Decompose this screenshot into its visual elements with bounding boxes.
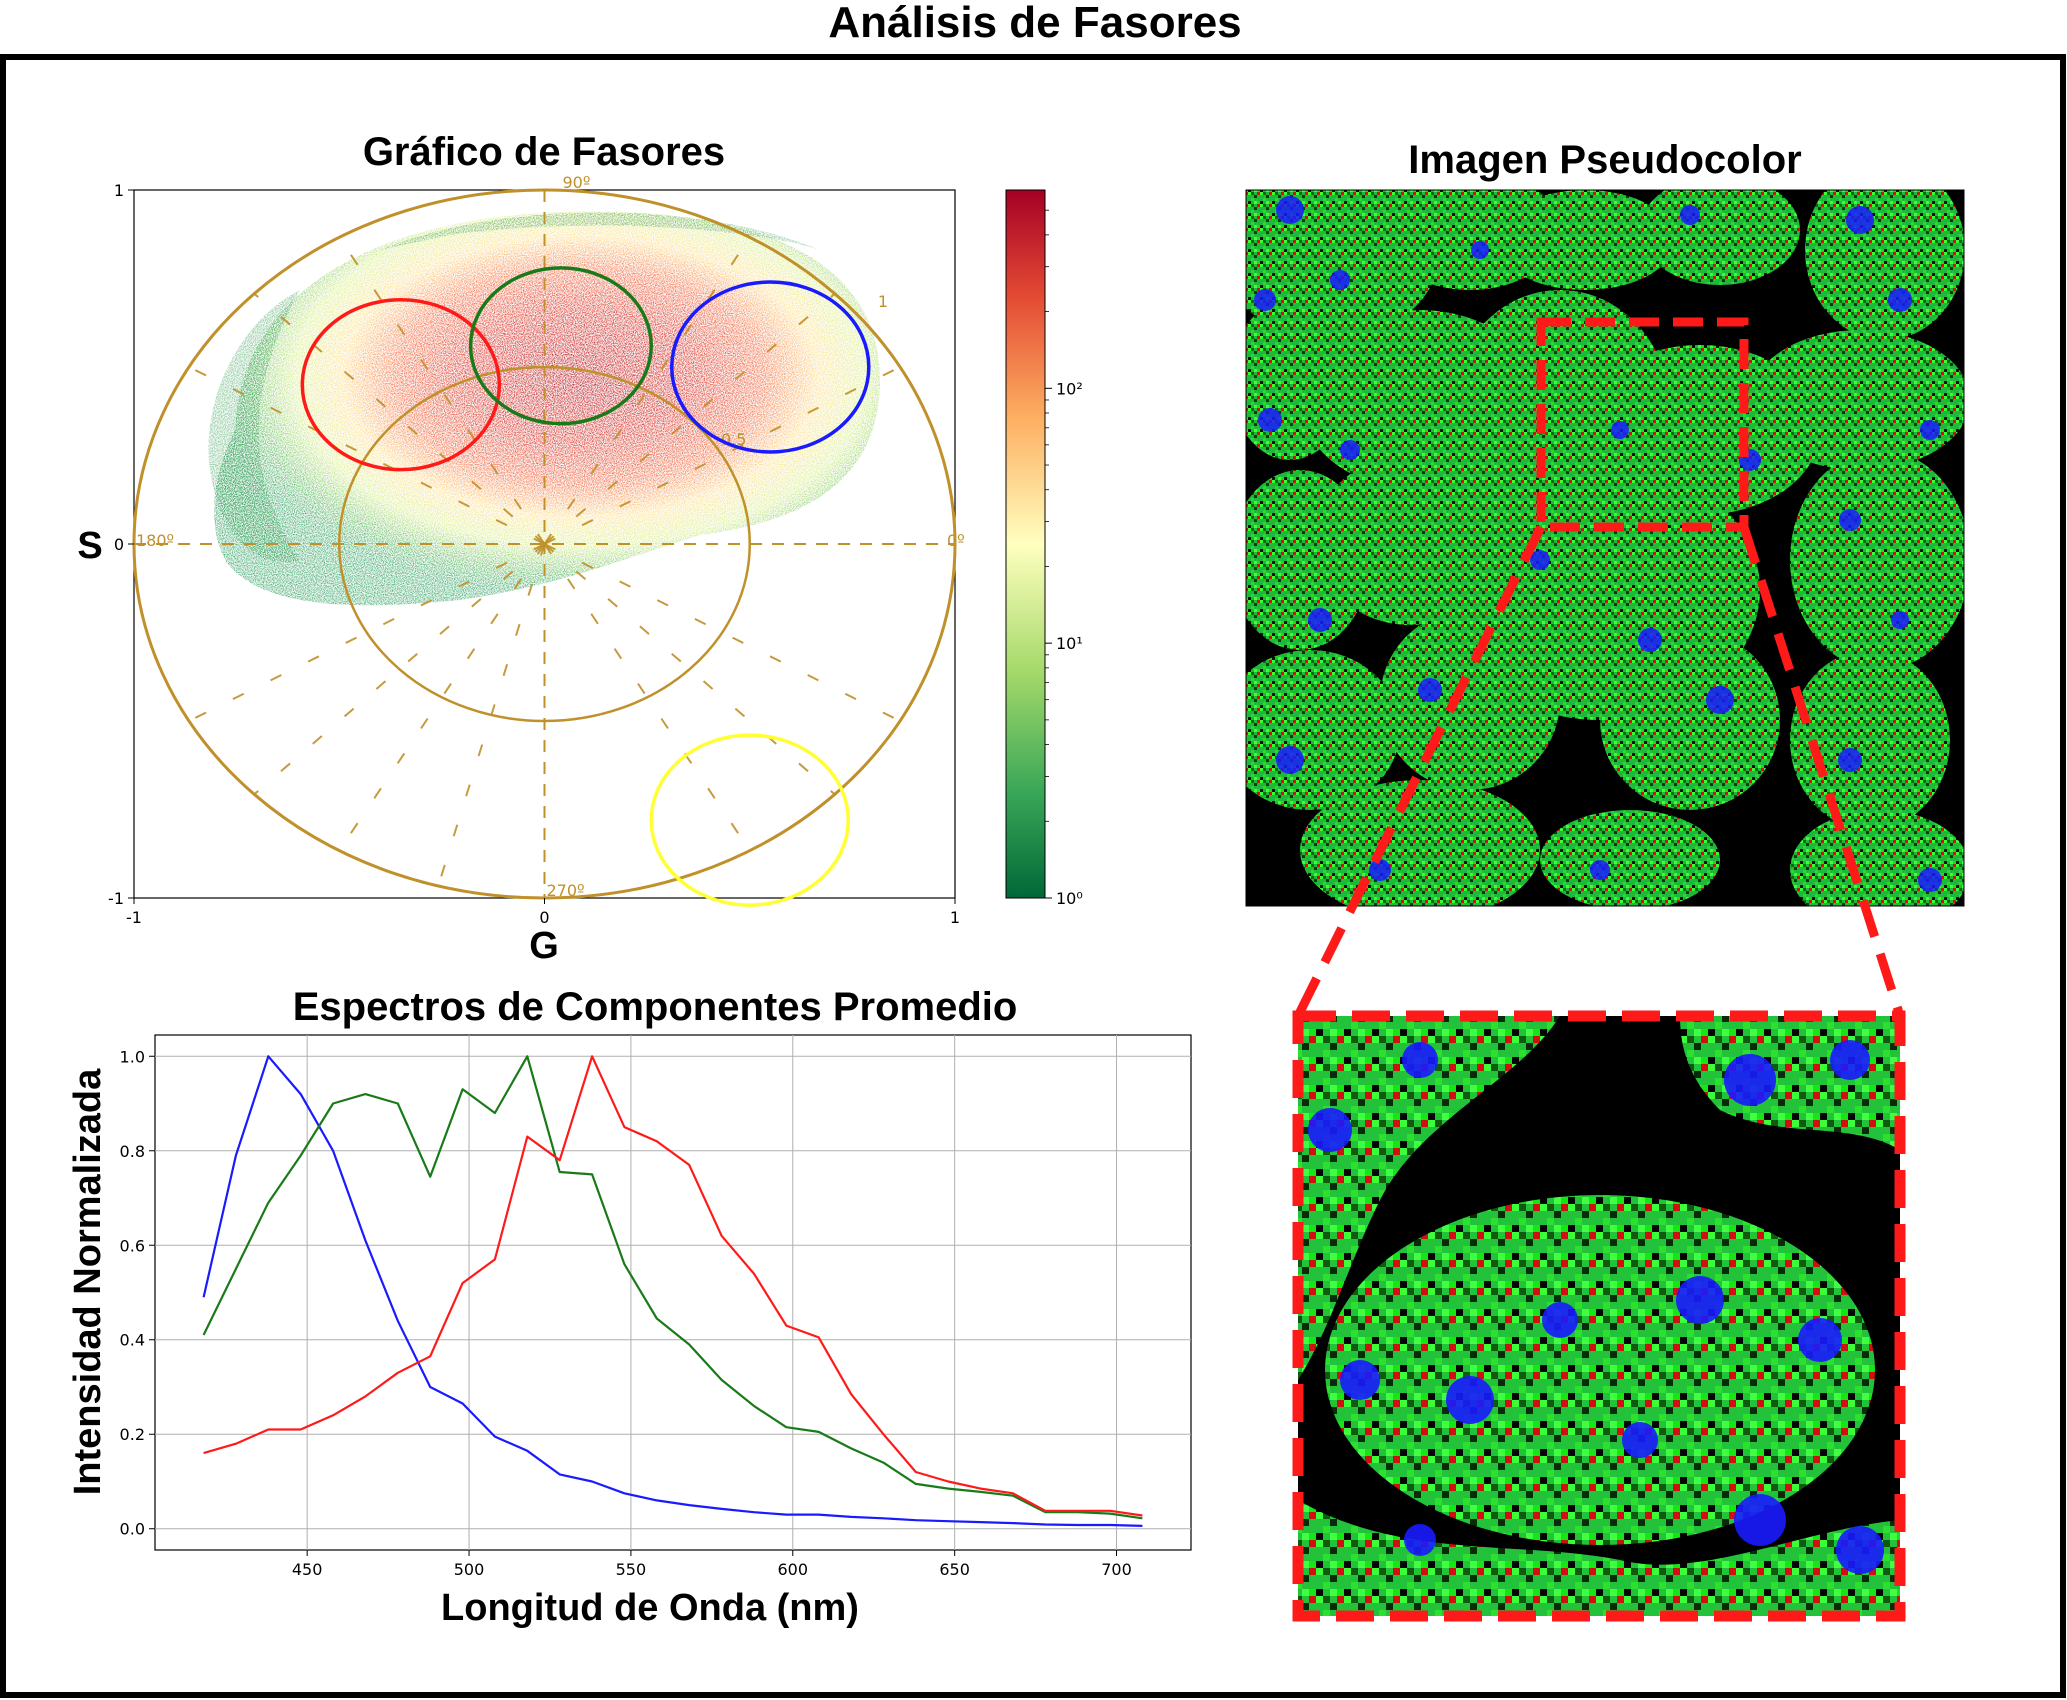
phasor-ytick-label: 1 [114, 181, 124, 200]
phasor-colorbar: 10⁰ 10¹ 10² [1005, 189, 1083, 908]
phasor-density-cloud [214, 211, 881, 606]
phasor-xlabel: G [529, 925, 559, 967]
colorbar-tick-label: 10⁰ [1056, 889, 1083, 908]
zoom-connector-right [1739, 525, 1905, 1018]
spectra-xtick-label: 700 [1101, 1560, 1132, 1579]
spectra-xtick-label: 550 [616, 1560, 647, 1579]
spectra-xlabel: Longitud de Onda (nm) [441, 1587, 859, 1629]
spectra-ylabel: Intensidad Normalizada [67, 1068, 109, 1495]
phasor-xtick-label: 1 [950, 908, 960, 927]
colorbar-gradient [1005, 189, 1046, 899]
spectra-xtick-label: 650 [939, 1560, 970, 1579]
phasor-ylabel: S [77, 525, 102, 567]
colorbar-tick-label: 10¹ [1056, 634, 1083, 653]
polar-label-90: 90º [563, 173, 591, 192]
polar-label-0: 0º [947, 531, 965, 550]
cursor-red [300, 297, 502, 472]
spectrum-line-green [202, 1055, 1143, 1520]
zoom-image [1292, 1010, 1906, 1622]
spectra-ytick-label: 0.4 [120, 1331, 145, 1350]
zoom-image-frame [1292, 1010, 1906, 1622]
spectra-ticks: 450 500 550 600 650 700 0.0 0.2 0.4 0.6 0.8 1.0 [120, 1047, 1132, 1579]
pseudocolor-panel: Imagen Pseudocolor [1245, 138, 1965, 1019]
spectra-grid [155, 1035, 1191, 1550]
cursor-yellow [649, 733, 851, 907]
cursor-blue [670, 280, 871, 454]
polar-label-180: 180º [136, 531, 174, 550]
spectrum-line-red [203, 1055, 1143, 1517]
spectra-xtick-label: 450 [292, 1560, 323, 1579]
figure-frame [0, 54, 2066, 1698]
phasor-density-tail [208, 290, 300, 562]
phasor-ytick-label: 0 [114, 535, 124, 554]
spectra-ytick-label: 0.2 [120, 1425, 145, 1444]
spectra-plot: Espectros de Componentes Promedio 450 500… [67, 985, 1192, 1629]
spectra-xtick-label: 600 [778, 1560, 809, 1579]
spectra-lines [202, 1055, 1143, 1527]
spectra-xtick-label: 500 [454, 1560, 485, 1579]
pseudocolor-title: Imagen Pseudocolor [1408, 138, 1801, 182]
spectra-title: Espectros de Componentes Promedio [293, 985, 1018, 1029]
spectra-ytick-label: 0.0 [120, 1520, 145, 1539]
spectra-ytick-label: 1.0 [120, 1047, 145, 1066]
zoom-connector-left [1293, 524, 1546, 1019]
phasor-xtick-label: 0 [539, 908, 549, 927]
zoom-region-box [1536, 317, 1749, 532]
figure-title: Análisis de Fasores [828, 0, 1241, 47]
colorbar-ticks: 10⁰ 10¹ 10² [1045, 209, 1083, 908]
phasor-density [208, 211, 881, 606]
spectra-ytick-label: 0.6 [120, 1236, 145, 1255]
spectrum-line-blue [202, 1055, 1143, 1527]
spectra-ytick-label: 0.8 [120, 1142, 145, 1161]
phasor-ytick-label: -1 [108, 889, 124, 908]
cursor-green [468, 266, 653, 426]
spectra-axes [154, 1034, 1192, 1551]
phasor-density-rim [380, 212, 820, 250]
phasor-title: Gráfico de Fasores [363, 130, 725, 174]
pseudocolor-image [1246, 190, 1964, 906]
pseudocolor-border [1245, 189, 1965, 907]
phasor-cursors [300, 266, 871, 907]
polar-label-270: 270º [547, 881, 585, 900]
polar-label-mod1: 1 [878, 292, 888, 311]
phasor-ticks: -1 0 1 1 0 -1 [108, 181, 960, 927]
phasor-xtick-label: -1 [126, 908, 142, 927]
colorbar-tick-label: 10² [1056, 379, 1083, 398]
polar-radial-line [437, 543, 546, 887]
